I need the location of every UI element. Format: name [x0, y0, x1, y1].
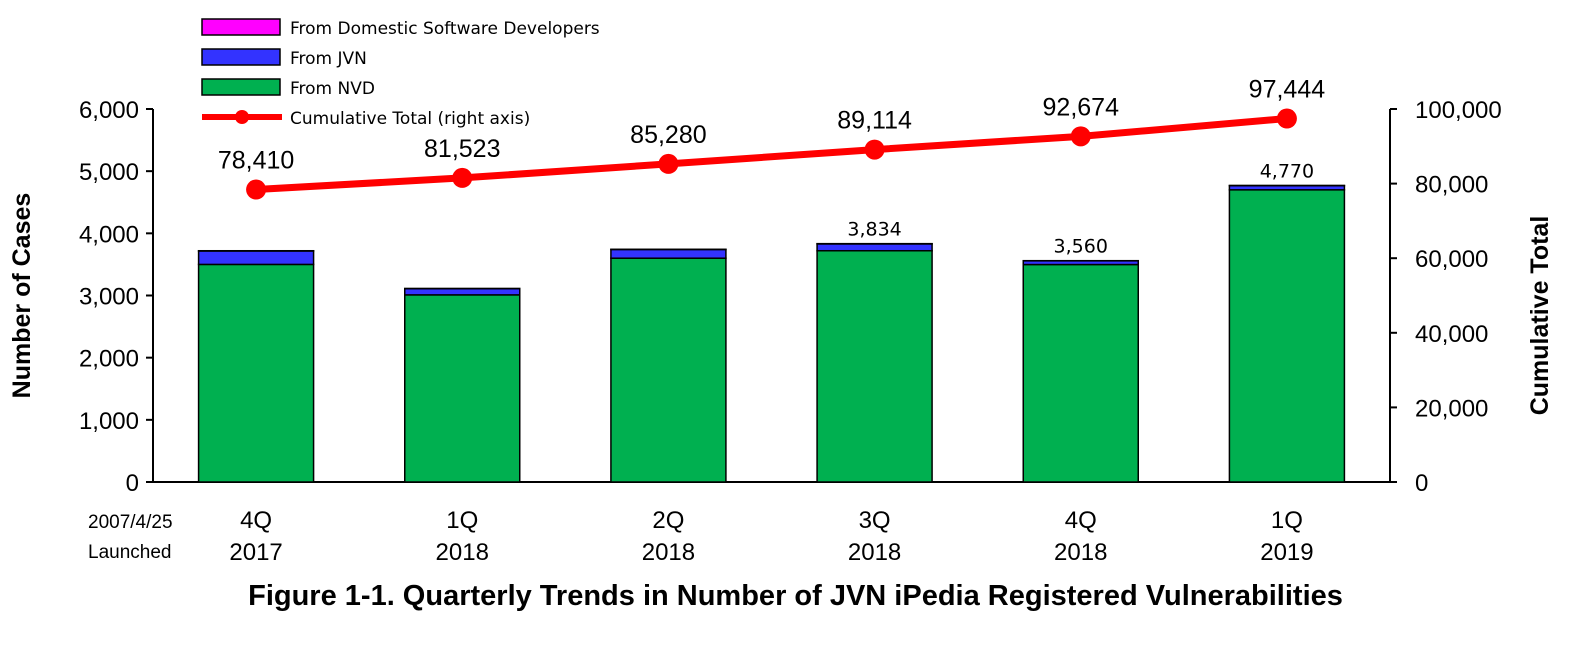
category-year-label: 2017	[229, 539, 282, 566]
cumulative-value-label: 85,280	[630, 121, 706, 149]
category-quarter-label: 3Q	[859, 507, 891, 534]
y2-tick-label: 0	[1415, 470, 1428, 497]
cumulative-value-label: 97,444	[1249, 76, 1326, 104]
cumulative-point	[864, 139, 885, 160]
category-year-label: 2019	[1260, 539, 1313, 566]
y2-tick-label: 100,000	[1415, 97, 1502, 124]
category-quarter-label: 4Q	[1065, 507, 1097, 534]
cumulative-point	[1276, 108, 1297, 129]
y-tick-label: 5,000	[79, 159, 139, 186]
y2-tick-label: 20,000	[1415, 395, 1488, 422]
cumulative-value-label: 78,410	[218, 147, 294, 175]
y-tick-label: 6,000	[79, 97, 139, 124]
cumulative-value-label: 81,523	[424, 135, 500, 163]
legend-swatch-jvn	[201, 48, 281, 66]
category-year-label: 2018	[1054, 539, 1107, 566]
bar-segment-from-nvd	[610, 257, 727, 483]
cumulative-point	[1070, 126, 1091, 147]
y2-tick-label: 60,000	[1415, 246, 1488, 273]
bar-segment-from-nvd	[1022, 263, 1139, 483]
bar-segment-from-jvn	[197, 250, 315, 266]
legend-label-domestic: From Domestic Software Developers	[290, 19, 600, 39]
y-tick-label: 1,000	[79, 408, 139, 435]
legend-label-jvn: From JVN	[290, 49, 367, 69]
y2-tick-label: 40,000	[1415, 321, 1488, 348]
cumulative-point	[452, 167, 473, 188]
y2-axis-title: Cumulative Total	[1526, 216, 1554, 416]
category-year-label: 2018	[848, 539, 901, 566]
bar-total-label: 3,560	[1054, 236, 1108, 258]
bar-total-label: 3,834	[847, 219, 901, 241]
legend-swatch-domestic	[201, 18, 281, 36]
category-year-label: 2018	[642, 539, 695, 566]
figure-caption: Figure 1-1. Quarterly Trends in Number o…	[248, 580, 1343, 612]
cumulative-line	[255, 115, 1288, 194]
bar-total-label: 4,770	[1260, 160, 1314, 182]
category-quarter-label: 2Q	[652, 507, 684, 534]
launch-note: Launched	[88, 542, 171, 563]
y-tick-label: 4,000	[79, 221, 139, 248]
bar-segment-from-jvn	[404, 287, 521, 296]
y-tick-label: 2,000	[79, 346, 139, 373]
cumulative-point	[246, 179, 267, 200]
bar-segment-from-jvn	[816, 243, 933, 252]
y-axis-title: Number of Cases	[8, 193, 36, 399]
y-tick-label: 0	[126, 470, 139, 497]
cumulative-point	[658, 153, 679, 174]
legend-swatch-nvd	[201, 78, 281, 96]
bar-segment-from-nvd	[197, 263, 315, 483]
y-tick-label: 3,000	[79, 284, 139, 311]
y2-tick-label: 80,000	[1415, 172, 1488, 199]
bar-segment-from-nvd	[404, 294, 521, 483]
cumulative-value-label: 89,114	[837, 107, 912, 135]
legend-label-cumulative: Cumulative Total (right axis)	[290, 109, 530, 129]
bar-segment-from-nvd	[1228, 189, 1346, 483]
category-quarter-label: 1Q	[446, 507, 478, 534]
category-quarter-label: 1Q	[1271, 507, 1303, 534]
legend-marker-cumulative	[235, 110, 249, 124]
legend-label-nvd: From NVD	[290, 79, 375, 99]
chart: 0 1,000 2,000 3,000 4,000 5,000 6,000 0 20,000 40…	[8, 18, 1554, 566]
category-year-label: 2018	[436, 539, 489, 566]
cumulative-value-label: 92,674	[1043, 93, 1120, 121]
bar-segment-from-nvd	[816, 249, 933, 483]
launch-date-note: 2007/4/25	[88, 512, 173, 533]
category-quarter-label: 4Q	[240, 507, 272, 534]
bar-segment-from-jvn	[610, 248, 727, 259]
